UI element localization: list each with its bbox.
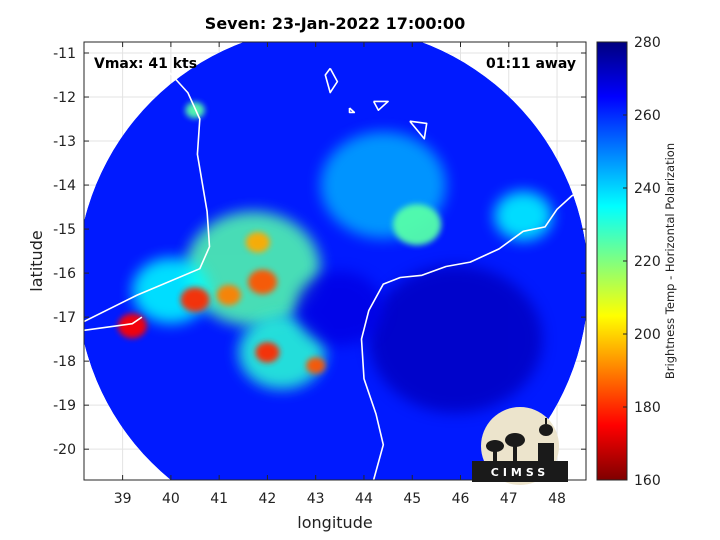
cimss-logo: CIMSS <box>472 407 568 485</box>
colorbar-tick-label: 220 <box>634 254 661 270</box>
brightness-feature <box>306 357 326 374</box>
coastlines <box>84 42 586 480</box>
brightness-feature <box>368 265 543 413</box>
colorbar-tick-label: 260 <box>634 108 661 124</box>
x-tick-labels: 39 40 41 42 43 44 45 46 47 48 <box>114 491 566 507</box>
colorbar-label: Brightness Temp - Horizontal Polarizatio… <box>663 143 677 379</box>
brightness-feature <box>392 204 442 246</box>
coastline <box>409 120 428 140</box>
y-tick-label: -20 <box>53 442 76 458</box>
y-tick-label: -19 <box>53 398 76 414</box>
colorbar-tick-label: 240 <box>634 181 661 197</box>
axes-frame <box>83 41 587 481</box>
x-tick-label: 42 <box>259 491 277 507</box>
y-axis-label: latitude <box>27 230 46 291</box>
tick-marks <box>84 42 586 480</box>
x-tick-label: 47 <box>500 491 518 507</box>
y-tick-label: -15 <box>53 222 76 238</box>
brightness-swath <box>84 42 586 480</box>
y-tick-label: -17 <box>53 310 76 326</box>
x-axis-label: longitude <box>297 513 372 532</box>
y-tick-label: -13 <box>53 134 76 150</box>
time-away-annotation: 01:11 away <box>486 56 576 72</box>
coastline <box>360 186 586 480</box>
svg-text:CIMSS: CIMSS <box>491 466 549 479</box>
y-tick-label: -18 <box>53 354 76 370</box>
brightness-feature <box>296 271 384 346</box>
colorbar-tick-label: 180 <box>634 400 661 416</box>
coastline <box>84 42 211 323</box>
colorbar-ramp <box>596 41 628 481</box>
x-tick-label: 48 <box>548 491 566 507</box>
brightness-feature <box>180 287 210 312</box>
coastline <box>348 107 356 114</box>
brightness-feature <box>238 315 326 390</box>
coastline <box>565 149 575 162</box>
coastline <box>372 100 389 111</box>
x-tick-label: 43 <box>307 491 325 507</box>
chart-title: Seven: 23-Jan-2022 17:00:00 <box>205 14 465 33</box>
colorbar-tick-label: 200 <box>634 327 661 343</box>
brightness-feature <box>255 342 280 363</box>
y-tick-label: -12 <box>53 90 76 106</box>
brightness-feature <box>216 284 241 306</box>
x-tick-label: 44 <box>355 491 373 507</box>
y-tick-label: -16 <box>53 266 76 282</box>
x-tick-label: 45 <box>403 491 421 507</box>
colorbar-tick-label: 160 <box>634 473 661 489</box>
brightness-feature <box>245 232 270 253</box>
y-tick-labels: -11 -12 -13 -14 -15 -16 -17 -18 -19 -20 <box>53 46 76 458</box>
y-tick-label: -11 <box>53 46 76 62</box>
y-tick-label: -14 <box>53 178 76 194</box>
brightness-feature <box>117 313 147 339</box>
brightness-feature <box>248 269 278 295</box>
brightness-feature <box>494 191 553 241</box>
x-tick-label: 41 <box>210 491 228 507</box>
colorbar: 160 180 200 220 240 260 280 Brightness Temp - … <box>596 35 677 489</box>
x-tick-label: 40 <box>162 491 180 507</box>
vmax-annotation: Vmax: 41 kts <box>94 56 197 72</box>
x-tick-label: 39 <box>114 491 132 507</box>
colorbar-tick-label: 280 <box>634 35 661 51</box>
x-tick-label: 46 <box>452 491 470 507</box>
coastline <box>324 67 339 94</box>
coastline <box>84 316 143 332</box>
